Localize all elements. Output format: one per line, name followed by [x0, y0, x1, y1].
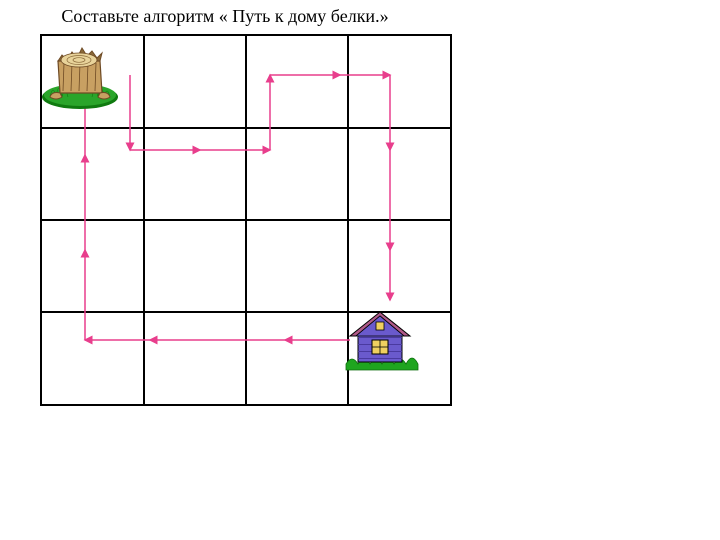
- grid-board: [40, 34, 452, 406]
- page-title: Составьте алгоритм « Путь к дому белки.»: [0, 6, 450, 27]
